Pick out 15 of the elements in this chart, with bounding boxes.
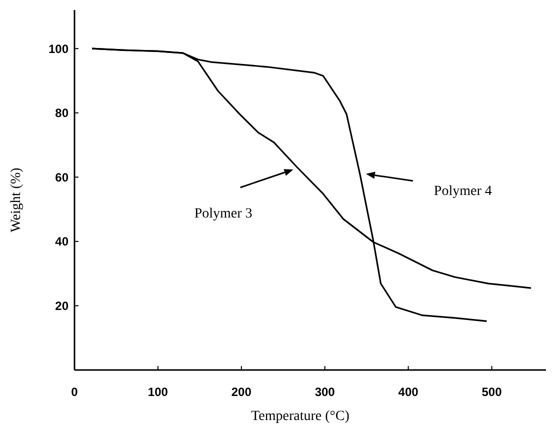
x-tick-label: 400 [398,385,419,399]
x-axis-title: Temperature (°C) [251,409,350,424]
x-tick-label: 300 [314,385,336,399]
annotation: Polymer 3 [194,206,252,222]
annotation: Polymer 4 [434,184,492,199]
y-axis-title: Weight (%) [9,167,24,232]
x-tick-label: 500 [482,385,502,399]
y-tick-label: 20 [55,298,69,313]
x-tick-label: 200 [231,385,252,399]
x-tick-label: 100 [148,385,168,399]
y-tick-label: 80 [55,106,69,120]
y-tick-label: 100 [48,42,69,56]
x-tick-label: 0 [71,385,78,399]
y-tick-label: 60 [55,170,69,184]
y-tick-label: 40 [55,234,69,249]
